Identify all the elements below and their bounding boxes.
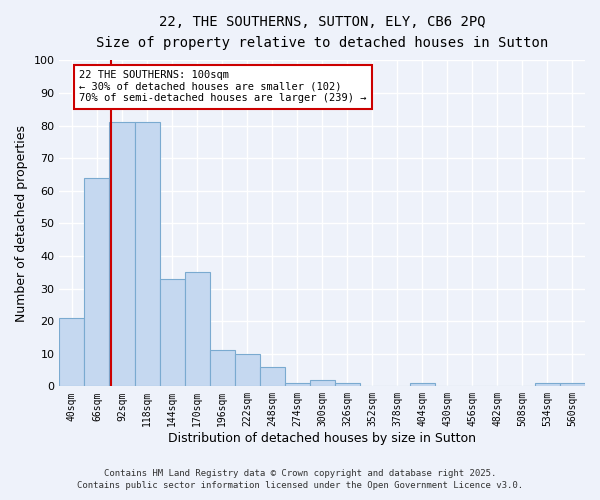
Bar <box>284 383 310 386</box>
Bar <box>109 122 134 386</box>
Title: 22, THE SOUTHERNS, SUTTON, ELY, CB6 2PQ
Size of property relative to detached ho: 22, THE SOUTHERNS, SUTTON, ELY, CB6 2PQ … <box>96 15 548 50</box>
Bar <box>335 383 360 386</box>
Bar <box>535 383 560 386</box>
Bar <box>410 383 435 386</box>
Text: Contains HM Land Registry data © Crown copyright and database right 2025.
Contai: Contains HM Land Registry data © Crown c… <box>77 468 523 490</box>
Bar <box>134 122 160 386</box>
Bar <box>310 380 335 386</box>
Bar <box>235 354 260 386</box>
Bar <box>85 178 109 386</box>
Text: 22 THE SOUTHERNS: 100sqm
← 30% of detached houses are smaller (102)
70% of semi-: 22 THE SOUTHERNS: 100sqm ← 30% of detach… <box>79 70 367 104</box>
Y-axis label: Number of detached properties: Number of detached properties <box>15 125 28 322</box>
Bar <box>160 279 185 386</box>
X-axis label: Distribution of detached houses by size in Sutton: Distribution of detached houses by size … <box>168 432 476 445</box>
Bar <box>185 272 209 386</box>
Bar <box>209 350 235 386</box>
Bar <box>260 367 284 386</box>
Bar <box>59 318 85 386</box>
Bar <box>560 383 585 386</box>
